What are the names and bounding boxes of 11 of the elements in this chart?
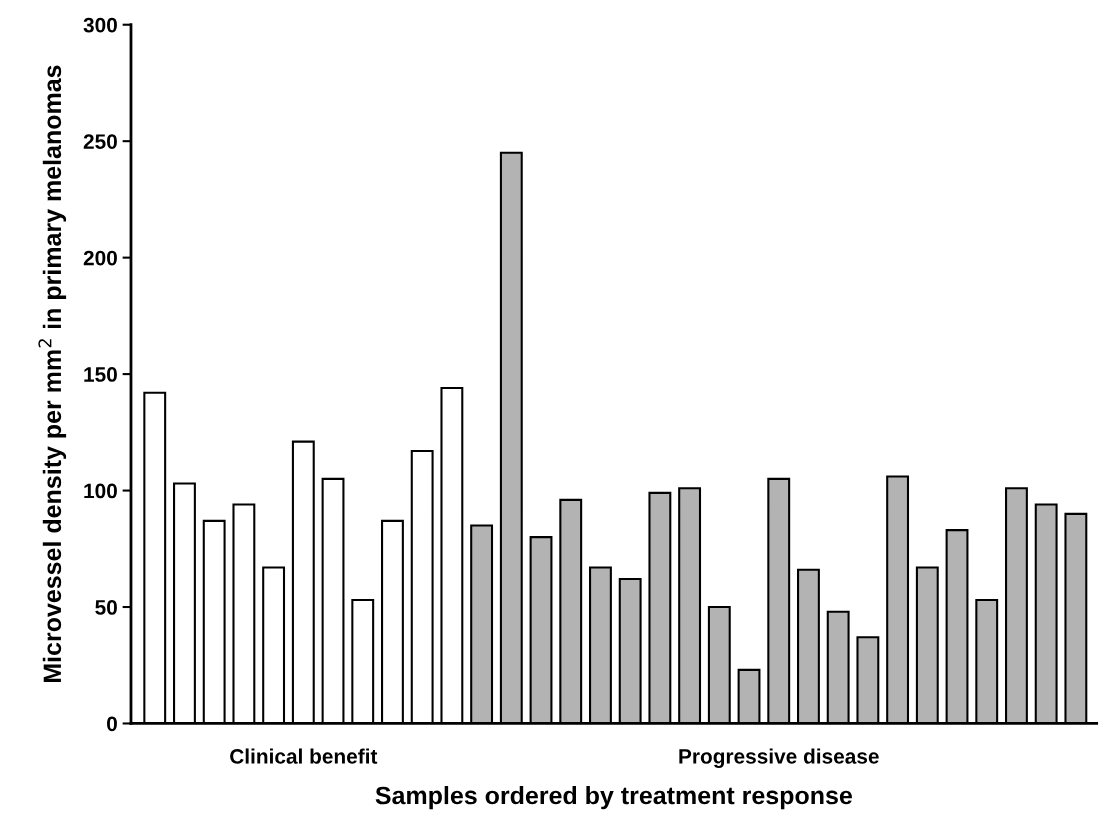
y-axis-title: Microvessel density per mm$^{2}$ in primary melanomas [38, 65, 67, 683]
y-tick-label: 300 [83, 17, 117, 33]
y-tick-label: 250 [83, 134, 117, 149]
y-tick-label: 150 [84, 367, 117, 382]
y-tick-label: 0 [107, 716, 117, 732]
text: Progressive disease [679, 748, 879, 768]
y-tick-label: 100 [84, 483, 117, 499]
y-tick-label: 50 [95, 600, 117, 615]
text: Clinical benefit [230, 748, 378, 764]
x-axis-title: Samples ordered by treatment response [375, 785, 852, 810]
y-tick-label: 200 [83, 250, 117, 266]
